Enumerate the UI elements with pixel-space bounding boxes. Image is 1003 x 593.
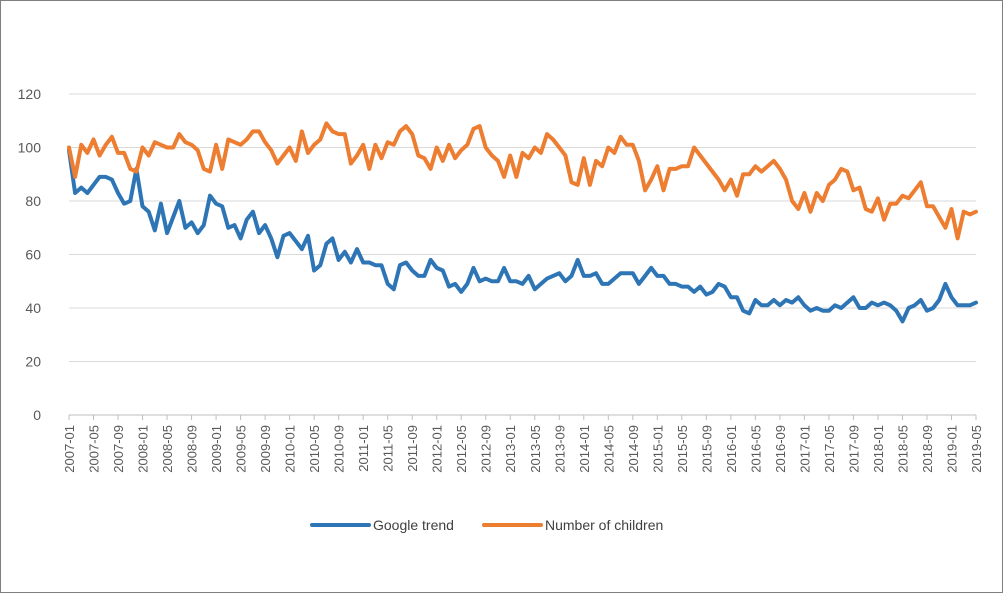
x-tick-label: 2019-01	[944, 425, 959, 473]
x-tick-label: 2017-09	[846, 425, 861, 473]
x-tick-label: 2008-09	[185, 425, 200, 473]
x-tick-label: 2009-01	[209, 425, 224, 473]
legend: Google trend Number of children	[310, 517, 663, 533]
x-tick-label: 2014-01	[577, 425, 592, 473]
x-tick-label: 2008-01	[136, 425, 151, 473]
series-line-google-trend	[67, 148, 978, 324]
x-tick-label: 2011-05	[381, 425, 396, 472]
y-axis-ticks: 0 20 40 60 80 100 120	[18, 86, 42, 423]
x-tick-label: 2012-01	[430, 425, 445, 473]
x-tick-label: 2011-09	[405, 425, 420, 472]
y-tick-label: 40	[25, 300, 41, 316]
x-tick-label: 2016-01	[724, 425, 739, 473]
x-tick-label: 2012-09	[479, 425, 494, 473]
y-tick-label: 60	[25, 247, 41, 263]
x-tick-label: 2014-09	[626, 425, 641, 473]
x-tick-label: 2018-01	[871, 425, 886, 473]
x-tick-label: 2015-09	[699, 425, 714, 473]
x-tick-label: 2007-01	[62, 425, 77, 473]
y-tick-label: 100	[18, 140, 42, 156]
x-tick-label: 2008-05	[160, 425, 175, 473]
x-tick-label: 2016-05	[748, 425, 763, 473]
y-tick-label: 20	[25, 354, 41, 370]
series-line-number-of-children	[67, 121, 978, 241]
x-tick-label: 2019-05	[969, 425, 984, 473]
x-tick-label: 2012-05	[454, 425, 469, 473]
x-tick-label: 2010-01	[283, 425, 298, 473]
series-lines	[67, 121, 978, 324]
x-tick-label: 2017-01	[797, 425, 812, 473]
x-tick-label: 2018-09	[920, 425, 935, 473]
x-tick-label: 2013-05	[528, 425, 543, 473]
x-axis-ticks: 2007-01 2007-05 2007-09 2008-01 2008-05 2008-…	[62, 415, 984, 473]
x-tick-label: 2013-09	[552, 425, 567, 473]
x-tick-label: 2015-01	[650, 425, 665, 473]
y-tick-label: 80	[25, 193, 41, 209]
x-tick-label: 2009-09	[258, 425, 273, 473]
x-tick-label: 2013-01	[503, 425, 518, 473]
legend-label: Number of children	[545, 517, 663, 533]
x-tick-label: 2009-05	[234, 425, 249, 473]
y-tick-label: 0	[33, 407, 41, 423]
x-tick-label: 2015-05	[675, 425, 690, 473]
x-tick-label: 2017-05	[822, 425, 837, 473]
x-tick-label: 2007-09	[111, 425, 126, 473]
x-tick-label: 2016-09	[773, 425, 788, 473]
x-tick-label: 2018-05	[895, 425, 910, 473]
legend-label: Google trend	[373, 517, 454, 533]
x-tick-label: 2010-05	[307, 425, 322, 473]
x-tick-label: 2011-01	[356, 425, 371, 472]
y-tick-label: 120	[18, 86, 42, 102]
gridlines	[69, 93, 976, 362]
x-tick-label: 2010-09	[332, 425, 347, 473]
x-tick-label: 2014-05	[601, 425, 616, 473]
x-tick-label: 2007-05	[87, 425, 102, 473]
